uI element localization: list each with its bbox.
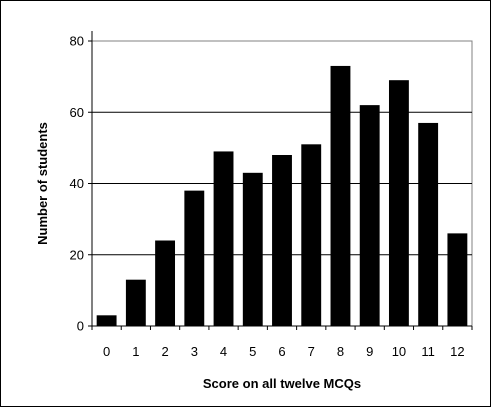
bar — [301, 144, 322, 326]
bar — [184, 190, 205, 326]
bar — [272, 155, 292, 326]
x-tick-labels: 0 1 2 3 4 5 6 7 8 9 10 11 12 — [91, 326, 473, 359]
y-axis-title: Number of students — [35, 122, 50, 245]
x-tick-label: 8 — [337, 344, 344, 359]
x-tick-label: 4 — [220, 344, 227, 359]
y-tick-label: 60 — [70, 105, 84, 120]
x-tick-label: 0 — [103, 344, 110, 359]
x-tick-label: 2 — [161, 344, 168, 359]
x-tick-label: 5 — [249, 344, 256, 359]
x-tick-label: 1 — [132, 344, 139, 359]
x-tick-label: 10 — [392, 344, 406, 359]
y-tick-label: 40 — [70, 176, 84, 191]
x-tick-label: 9 — [366, 344, 373, 359]
x-tick-label: 6 — [278, 344, 285, 359]
bar — [155, 240, 176, 326]
x-tick-label: 7 — [308, 344, 315, 359]
bar — [125, 279, 146, 326]
y-tick-label: 20 — [70, 247, 84, 262]
bar — [359, 105, 380, 326]
y-tick-label: 80 — [70, 34, 84, 49]
y-tick-labels: 0 20 40 60 80 — [70, 34, 92, 334]
x-tick-label: 12 — [450, 344, 464, 359]
y-tick-label: 0 — [77, 319, 84, 334]
bar — [213, 151, 234, 326]
x-tick-label: 11 — [421, 344, 435, 359]
bar — [388, 80, 409, 326]
x-tick-label: 3 — [191, 344, 198, 359]
x-axis-title: Score on all twelve MCQs — [203, 376, 361, 391]
bar — [242, 172, 263, 326]
bar — [96, 315, 117, 326]
bar — [418, 122, 439, 326]
bar — [330, 65, 351, 326]
bars — [96, 65, 468, 326]
bar — [447, 233, 468, 326]
